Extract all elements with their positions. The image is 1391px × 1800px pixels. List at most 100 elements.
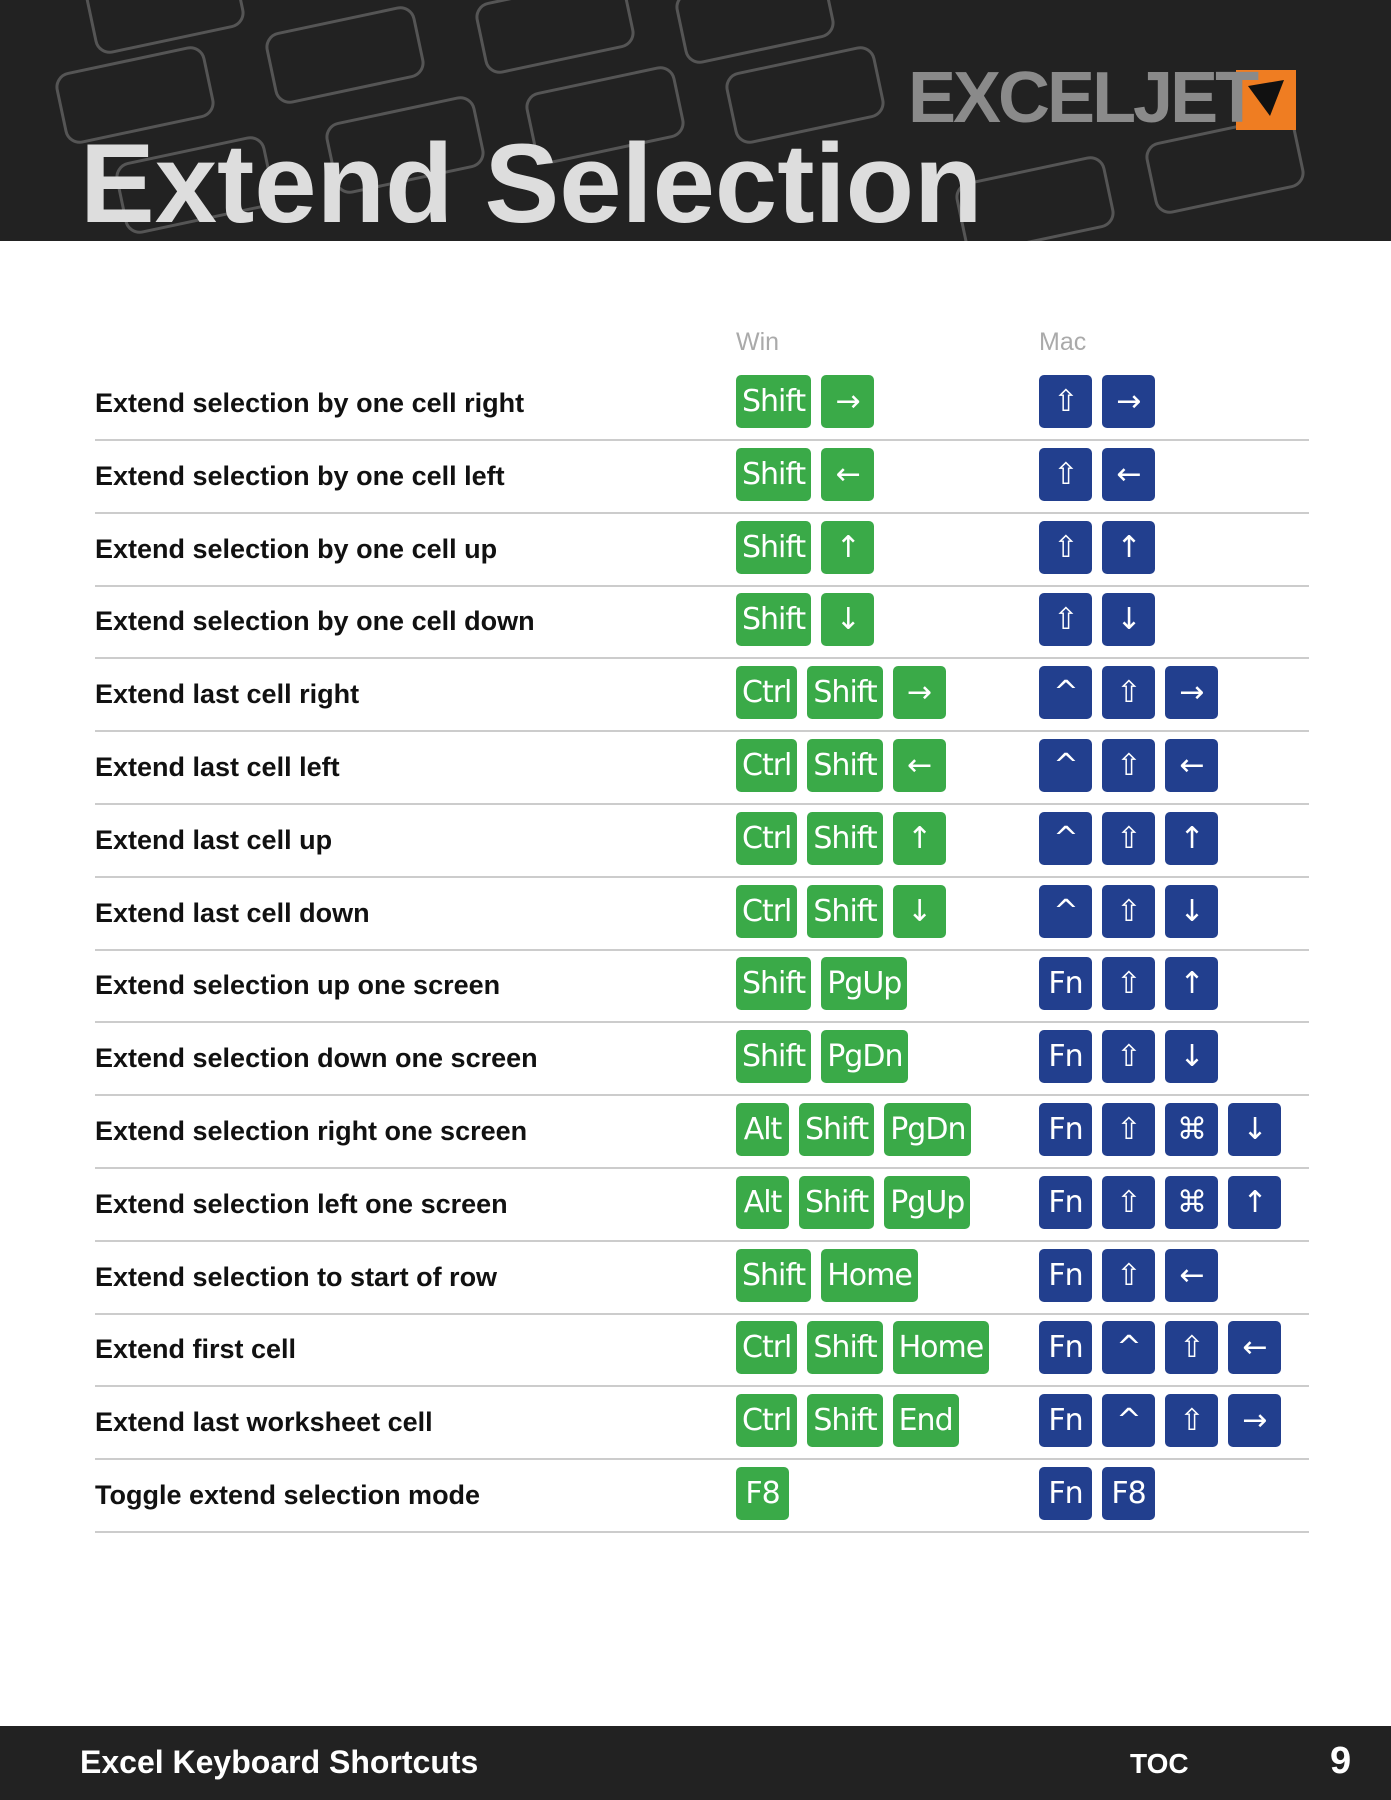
action-label: Extend last worksheet cell [95,1407,433,1438]
action-label: Extend first cell [95,1334,297,1365]
win-keys: Shift ← [736,447,875,501]
key: ← [1165,739,1218,792]
action-label: Extend last cell up [95,824,333,855]
key: ↑ [1165,957,1218,1011]
row-separator [95,1458,1309,1461]
key: Shift [736,1030,812,1084]
key: ↑ [1228,1175,1281,1229]
row-separator [95,1239,1309,1242]
key: ↑ [1102,520,1155,574]
win-keys: Ctrl Shift Home [736,1321,990,1375]
mac-keys: Fn ⇧ ← [1039,1248,1218,1302]
row-separator [95,657,1309,660]
key: Fn [1039,1103,1092,1156]
win-keys: Ctrl Shift → [736,666,946,720]
row-separator [95,1385,1309,1388]
key: ⇧ [1039,447,1092,501]
key: Shift [736,520,812,574]
key: ⇧ [1039,520,1092,574]
key: ^ [1039,884,1092,938]
key: PgUp [821,957,908,1011]
mac-keys: ^ ⇧ ← [1039,739,1218,792]
key: ↓ [821,593,875,647]
page-number: 9 [1330,1740,1352,1782]
mac-keys: Fn ⇧ ⌘ ↓ [1039,1103,1281,1156]
key: Alt [736,1175,789,1229]
key: ← [1228,1321,1281,1375]
key: Ctrl [736,666,798,720]
key: ↓ [1228,1103,1281,1156]
mac-keys: Fn ⇧ ⌘ ↑ [1039,1175,1281,1229]
key: ⇧ [1165,1321,1218,1375]
action-label: Extend selection down one screen [95,1043,538,1074]
key: ⇧ [1102,1030,1155,1084]
key: ^ [1039,811,1092,865]
key: Fn [1039,1467,1092,1520]
key: ⇧ [1102,884,1155,938]
footer-title: Excel Keyboard Shortcuts [80,1744,479,1780]
key: → [892,666,946,720]
key: ⇧ [1039,375,1092,428]
row-separator [95,1021,1309,1024]
key: ⌘ [1165,1175,1218,1229]
key: ← [1165,1248,1218,1302]
key: ↓ [1165,1030,1218,1084]
key: PgDn [884,1103,972,1156]
key: Shift [799,1103,875,1156]
action-label: Extend selection to start of row [95,1261,498,1292]
key: → [1165,666,1218,720]
row-separator [95,948,1309,951]
key: Shift [807,666,883,720]
key: ↑ [1165,811,1218,865]
win-keys: Alt Shift PgDn [736,1103,972,1156]
keyboard-background [55,0,1305,241]
key: ^ [1102,1321,1155,1375]
mac-keys: Fn ⇧ ↑ [1039,957,1218,1011]
key: → [1228,1394,1281,1448]
key: ⇧ [1102,739,1155,792]
win-keys: Shift ↓ [736,593,875,647]
win-keys: F8 [736,1467,789,1520]
action-label: Extend selection up one screen [95,970,501,1001]
key: ↓ [892,884,946,938]
key: Fn [1039,1175,1092,1229]
row-separator [95,875,1309,878]
win-keys: Ctrl Shift ↓ [736,884,946,938]
mac-keys: Fn ⇧ ↓ [1039,1030,1218,1084]
mac-keys: ⇧ ← [1039,447,1155,501]
row-separator [95,584,1309,587]
key: Shift [736,957,812,1011]
key: Ctrl [736,884,798,938]
key: Ctrl [736,811,798,865]
win-keys: Shift → [736,375,875,428]
mac-keys: Fn F8 [1039,1467,1155,1520]
key: Alt [736,1103,789,1156]
action-label: Extend selection right one screen [95,1116,528,1146]
key: Shift [799,1175,875,1229]
mac-keys: ⇧ ↑ [1039,520,1155,574]
mac-keys: Fn ^ ⇧ → [1039,1394,1281,1448]
action-label: Extend selection left one screen [95,1188,508,1219]
action-label: Extend last cell left [95,752,340,782]
key: ↓ [1165,884,1218,938]
mac-keys: ⇧ → [1039,375,1155,428]
key: ^ [1039,666,1092,720]
row-separator [95,730,1309,733]
key: ⇧ [1102,666,1155,720]
key: Ctrl [736,739,798,792]
key: ⇧ [1102,1103,1155,1156]
win-keys: Ctrl Shift ↑ [736,811,946,865]
key: Fn [1039,1030,1092,1084]
key: Shift [807,1321,883,1375]
key: Shift [736,1248,812,1302]
column-header: Mac [1039,328,1087,356]
key: ⇧ [1102,1248,1155,1302]
key: ^ [1102,1394,1155,1448]
row-separator [95,1094,1309,1097]
action-label: Extend last cell down [95,897,370,928]
win-keys: Shift PgUp [736,957,908,1011]
key: ⇧ [1102,811,1155,865]
toc-link[interactable]: TOC [1130,1748,1189,1779]
key: → [821,375,875,428]
key: PgUp [884,1175,971,1229]
